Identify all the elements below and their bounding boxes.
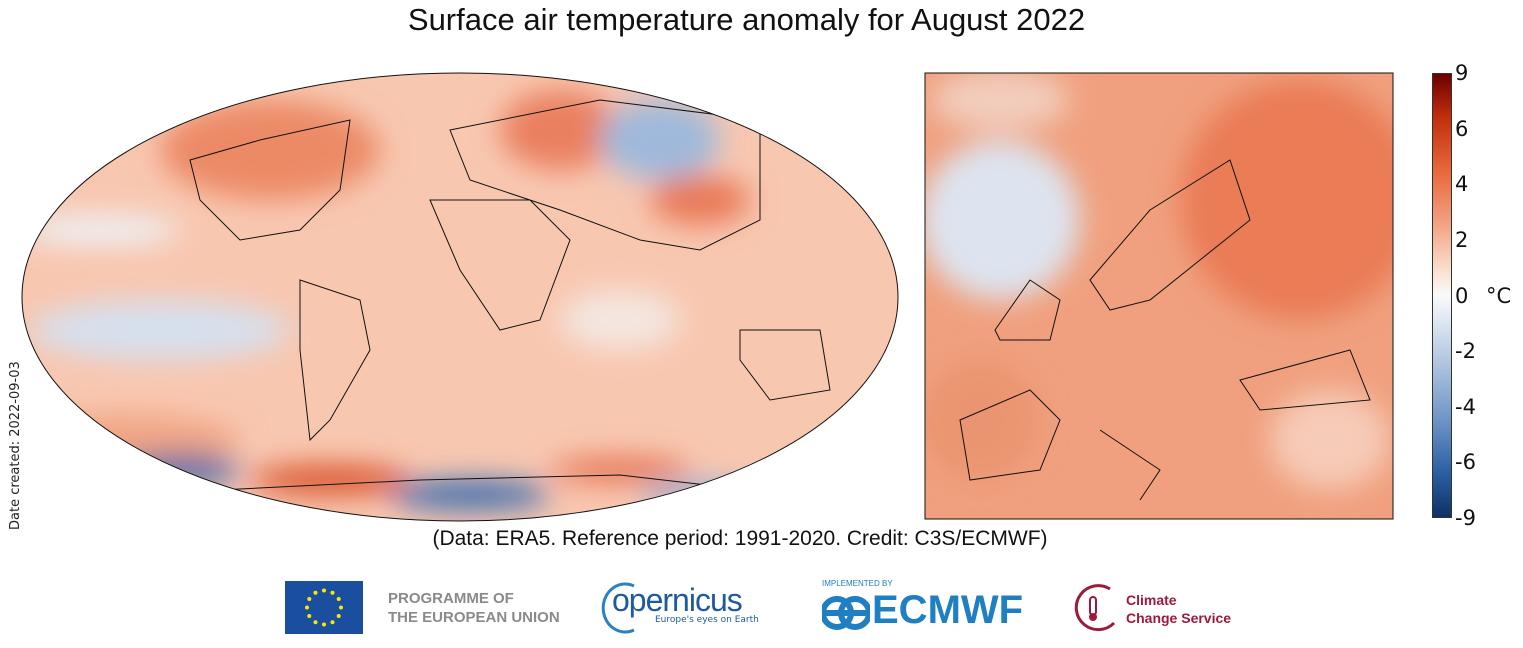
copernicus-logo: opernicus Europe's eyes on Earth (600, 582, 759, 634)
eu-star-icon (330, 620, 335, 625)
colorbar-tick-label: 6 (1455, 116, 1469, 141)
copernicus-wordmark: opernicus (612, 582, 743, 618)
eu-star-icon (307, 597, 312, 601)
c3s-thermometer-icon (1074, 584, 1116, 632)
eu-star-icon (305, 605, 309, 610)
colorbar-tick-label: 2 (1455, 227, 1469, 252)
colorbar-unit: °C (1486, 284, 1512, 308)
eu-programme-label: PROGRAMME OF THE EUROPEAN UNION (388, 589, 560, 627)
europe-map (925, 73, 1393, 519)
ecmwf-logo: IMPLEMENTED BY ECMWF (822, 579, 1023, 632)
colorbar-tick-label: -6 (1455, 450, 1476, 475)
colorbar-tick-label: -9 (1455, 506, 1476, 530)
colorbar-tick-label: -4 (1455, 394, 1476, 419)
eu-star-icon (307, 614, 312, 618)
global-map (22, 73, 898, 521)
eu-flag-logo (285, 581, 363, 634)
colorbar-tick-label: 0 (1455, 283, 1469, 308)
colorbar (1432, 73, 1452, 518)
europe-map-border (924, 72, 1394, 520)
eu-star-icon (336, 614, 341, 618)
eu-star-icon (330, 590, 335, 595)
eu-label-line-2: THE EUROPEAN UNION (388, 609, 560, 626)
copernicus-tagline: Europe's eyes on Earth (655, 615, 759, 625)
c3s-label: Climate Change Service (1126, 591, 1231, 627)
eu-star-icon (336, 597, 341, 601)
implemented-by-label: IMPLEMENTED BY (822, 579, 893, 588)
ecmwf-wordmark: ECMWF (872, 588, 1024, 632)
eu-star-icon (313, 620, 318, 625)
figure-title: Surface air temperature anomaly for Augu… (407, 2, 1086, 37)
global-map-border (21, 72, 899, 522)
c3s-label-line-1: Climate (1126, 592, 1177, 608)
eu-star-icon (322, 622, 326, 627)
eu-star-icon (339, 605, 343, 610)
eu-star-icon (322, 588, 326, 593)
c3s-label-line-2: Change Service (1126, 610, 1232, 626)
credit-line: (Data: ERA5. Reference period: 1991-2020… (432, 527, 1048, 550)
eu-label-line-1: PROGRAMME OF (388, 590, 514, 607)
colorbar-tick-label: 4 (1455, 172, 1469, 197)
colorbar-tick-label: -2 (1455, 339, 1476, 364)
eu-star-icon (313, 590, 318, 595)
colorbar-tick-label: 9 (1455, 61, 1469, 85)
